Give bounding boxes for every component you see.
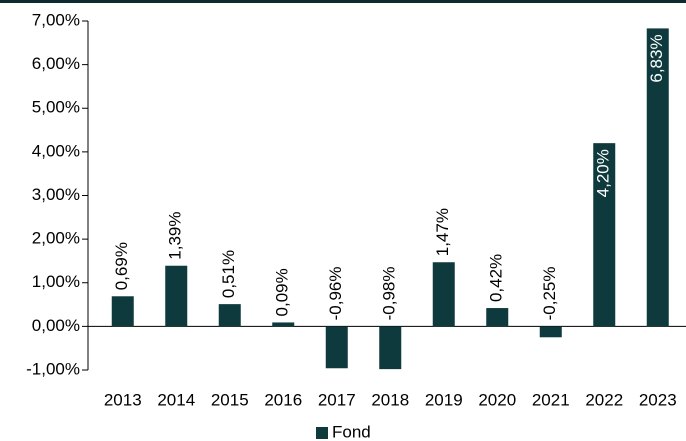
x-tick-label: 2021 [532,390,570,409]
data-label: 6,83% [647,34,666,82]
bar [432,262,455,327]
x-tick-label: 2018 [371,390,409,409]
y-tick-label: 7,00% [32,10,80,29]
bar [486,308,509,327]
x-tick-label: 2014 [157,390,195,409]
x-tick-label: 2016 [264,390,302,409]
x-tick-label: 2017 [318,390,356,409]
data-label: 0,69% [112,242,131,290]
bar [218,304,241,327]
data-label: 0,09% [273,268,292,316]
y-tick-label: 1,00% [32,272,80,291]
y-tick-label: 6,00% [32,54,80,73]
data-label: 0,42% [487,254,506,302]
data-label: 0,51% [219,250,238,298]
x-tick-label: 2023 [639,390,677,409]
y-tick-label: 4,00% [32,141,80,160]
data-label: -0,25% [540,267,559,321]
legend-label: Fond [332,422,371,441]
y-tick-label: 0,00% [32,316,80,335]
y-tick-label: 5,00% [32,98,80,117]
y-tick-label: -1,00% [26,359,80,378]
bar [272,322,295,327]
x-tick-label: 2015 [211,390,249,409]
bar [539,326,562,338]
x-tick-label: 2013 [104,390,142,409]
bar [593,143,616,327]
bar [379,326,402,370]
bar [646,28,669,327]
x-tick-label: 2020 [478,390,516,409]
x-tick-label: 2019 [425,390,463,409]
data-label: 1,39% [166,212,185,260]
data-label: -0,98% [380,267,399,321]
data-label: 1,47% [433,208,452,256]
bar [165,265,188,327]
bar [325,326,348,369]
x-tick-label: 2022 [585,390,623,409]
y-tick-label: 2,00% [32,229,80,248]
y-tick-label: 3,00% [32,185,80,204]
data-label: -0,96% [326,267,345,321]
legend-swatch [316,427,328,439]
top-border [0,0,686,3]
data-label: 4,20% [594,149,613,197]
bar [111,296,134,327]
